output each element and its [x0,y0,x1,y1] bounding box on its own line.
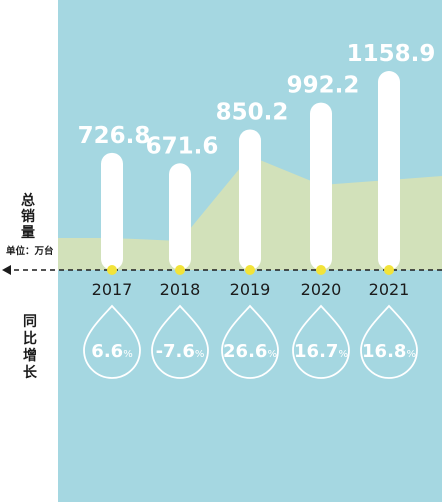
bar-2020 [310,102,332,270]
baseline-dot-2017 [107,265,117,275]
x-tick-label-2018: 2018 [160,280,201,299]
baseline-dot-2019 [245,265,255,275]
ylabel-char-1: 总 [21,192,35,209]
x-tick-label-2019: 2019 [230,280,271,299]
growth-label-char-3: 增 [23,347,37,364]
growth-label-2017: 6.6% [91,341,132,362]
unit-label: 单位：万台 [6,245,54,257]
growth-label-char-4: 长 [23,364,38,381]
baseline-dot-2021 [384,265,394,275]
x-tick-labels: 2017 2018 2019 2020 2021 [92,280,410,299]
value-label-2018: 671.6 [146,133,219,159]
growth-label-2018: -7.6% [156,341,205,362]
baseline-dot-2020 [316,265,326,275]
bar-2021 [378,71,400,270]
bar-2017 [101,152,123,270]
x-tick-label-2020: 2020 [301,280,342,299]
x-tick-label-2017: 2017 [92,280,133,299]
growth-label-2021: 16.8% [362,341,416,362]
bar-2019 [239,129,261,270]
growth-label-2020: 16.7% [294,341,348,362]
growth-drop-2019 [221,304,279,379]
growth-label-char-1: 同 [23,314,37,330]
growth-drop-2017 [83,304,141,379]
value-label-2019: 850.2 [216,99,289,125]
value-label-2021: 1158.9 [347,41,436,67]
ylabel-char-3: 量 [21,225,35,241]
left-panel [0,0,58,502]
x-tick-label-2021: 2021 [369,280,410,299]
growth-drop-2021 [360,304,418,379]
bar-2018 [169,163,191,270]
baseline-dot-2018 [175,265,185,275]
baseline-dots [107,265,394,275]
ylabel-char-2: 销 [21,208,35,225]
arrow-left-icon [2,265,11,275]
growth-drop-2018 [151,304,209,379]
growth-drop-2020 [292,304,350,379]
value-label-2017: 726.8 [78,123,151,149]
growth-label-char-2: 比 [23,330,37,347]
value-label-2020: 992.2 [287,73,360,99]
growth-drops: 6.6% -7.6% 26.6% 16.7% 16.8% [83,304,418,379]
growth-label-2019: 26.6% [223,341,277,362]
